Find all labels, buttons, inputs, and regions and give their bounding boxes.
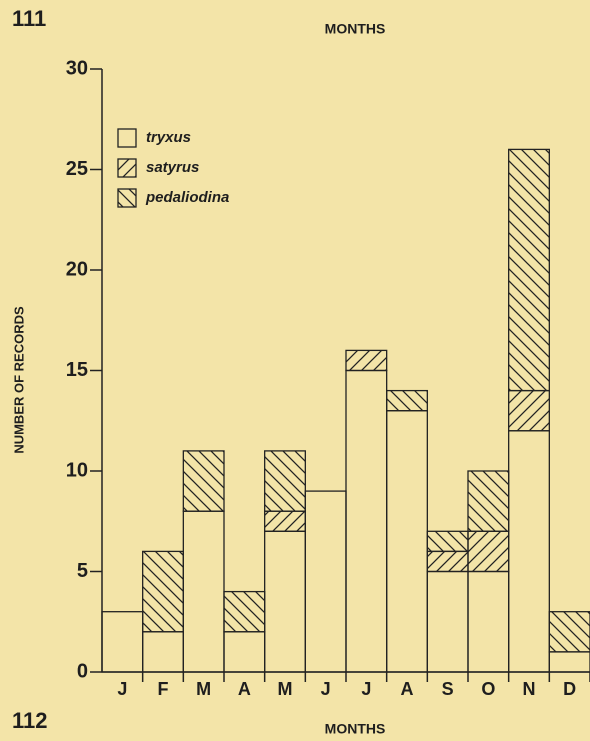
x-tick-label: D	[563, 679, 576, 699]
bar-segment	[223, 631, 266, 673]
bar-segment	[426, 570, 469, 673]
x-tick-label: J	[361, 679, 371, 699]
legend-swatch	[117, 158, 137, 178]
y-tick-label: 30	[66, 57, 88, 79]
x-tick-label: S	[442, 679, 454, 699]
x-tick-label: O	[481, 679, 495, 699]
bar-segment	[345, 349, 388, 372]
bar-segment	[548, 611, 590, 653]
x-tick-label: J	[321, 679, 331, 699]
bar-segment	[345, 369, 388, 673]
x-axis-label: MONTHS	[325, 721, 386, 737]
y-tick-label: 10	[66, 459, 88, 481]
y-tick-label: 5	[77, 560, 88, 582]
legend-swatch	[117, 128, 137, 148]
x-tick-label: M	[196, 679, 211, 699]
bar-segment	[142, 631, 184, 673]
bar-segment	[508, 389, 550, 432]
bar-segment	[223, 590, 266, 633]
legend-label: pedaliodina	[145, 189, 229, 206]
bar-segment	[548, 651, 590, 673]
y-tick-label: 25	[66, 158, 88, 180]
y-tick-label: 0	[77, 660, 88, 682]
top-axis-label: MONTHS	[325, 21, 386, 37]
bar-segment	[426, 550, 469, 573]
x-tick-label: J	[117, 679, 127, 699]
bar-segment	[264, 530, 306, 673]
legend-label: tryxus	[146, 129, 191, 146]
bar-segment	[386, 410, 428, 673]
bar-segment	[467, 530, 510, 573]
legend-label: satyrus	[146, 159, 199, 176]
y-tick-label: 20	[66, 258, 88, 280]
bar-segment	[182, 450, 225, 512]
y-axis-label: NUMBER OF RECORDS	[11, 306, 26, 454]
bar-segment	[264, 510, 306, 532]
legend-swatch	[117, 188, 137, 208]
bar-segment	[467, 470, 510, 532]
bar-segment	[426, 530, 469, 553]
bar-segment	[182, 510, 225, 673]
x-tick-label: A	[238, 679, 251, 699]
bar-segment	[101, 611, 144, 673]
bar-segment	[508, 430, 550, 673]
x-tick-label: M	[278, 679, 293, 699]
y-tick-label: 15	[66, 359, 88, 381]
bar-segment	[386, 389, 428, 412]
bar-segment	[508, 148, 550, 392]
bar-segment	[304, 490, 347, 673]
bar-segment	[142, 550, 184, 633]
x-tick-label: A	[401, 679, 414, 699]
x-tick-label: N	[523, 679, 536, 699]
bar-segment	[264, 450, 306, 512]
page-number: 111	[12, 6, 46, 31]
page-number: 112	[12, 708, 48, 733]
x-tick-label: F	[158, 679, 169, 699]
bar-segment	[467, 570, 510, 673]
